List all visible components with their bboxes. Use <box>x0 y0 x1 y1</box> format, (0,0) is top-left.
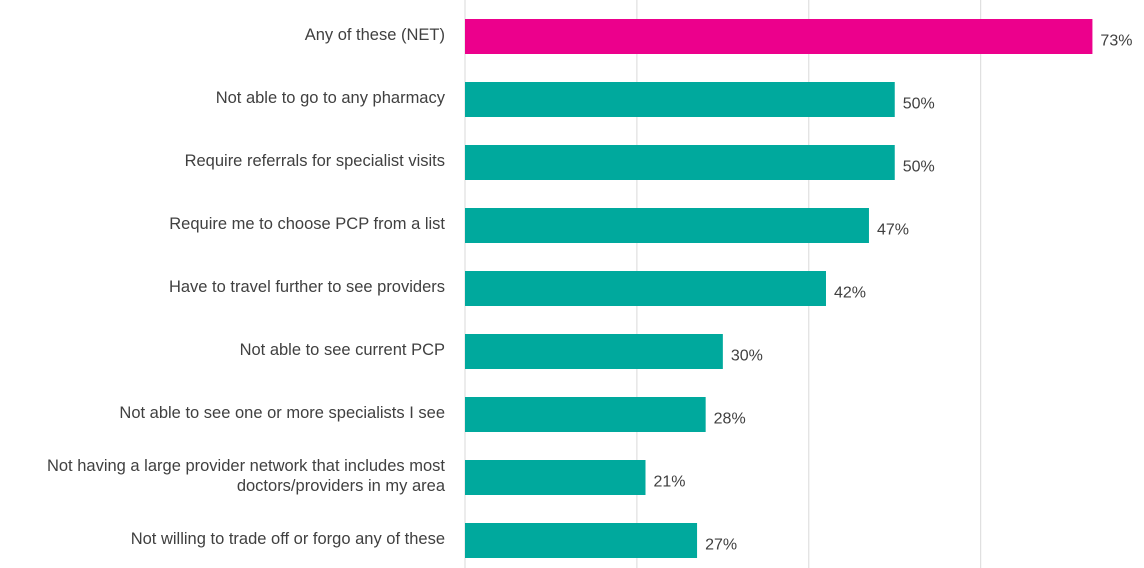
value-label: 28% <box>714 411 746 428</box>
bar <box>465 397 706 432</box>
category-label: Not willing to trade off or forgo any of… <box>130 529 445 548</box>
value-label: 21% <box>653 474 685 491</box>
bar <box>465 82 895 117</box>
category-label: Not able to see one or more specialists … <box>119 403 445 422</box>
value-label: 47% <box>877 222 909 239</box>
category-label: Not having a large provider network that… <box>46 456 445 495</box>
category-label: Have to travel further to see providers <box>168 277 445 296</box>
category-label: Any of these (NET) <box>304 25 445 44</box>
category-label: Require me to choose PCP from a list <box>169 214 445 233</box>
category-label: Not able to see current PCP <box>239 340 445 359</box>
bar <box>465 523 698 558</box>
value-label: 73% <box>1100 33 1132 50</box>
bar <box>465 334 723 369</box>
value-label: 30% <box>731 348 763 365</box>
value-label: 42% <box>834 285 866 302</box>
value-label: 50% <box>903 159 935 176</box>
bar <box>465 208 869 243</box>
value-label: 27% <box>705 537 737 554</box>
bar <box>465 145 895 180</box>
bar <box>465 271 826 306</box>
bar <box>465 460 646 495</box>
value-label: 50% <box>903 96 935 113</box>
category-label: Not able to go to any pharmacy <box>215 88 445 107</box>
category-label: Require referrals for specialist visits <box>184 151 445 170</box>
bar <box>465 19 1093 54</box>
